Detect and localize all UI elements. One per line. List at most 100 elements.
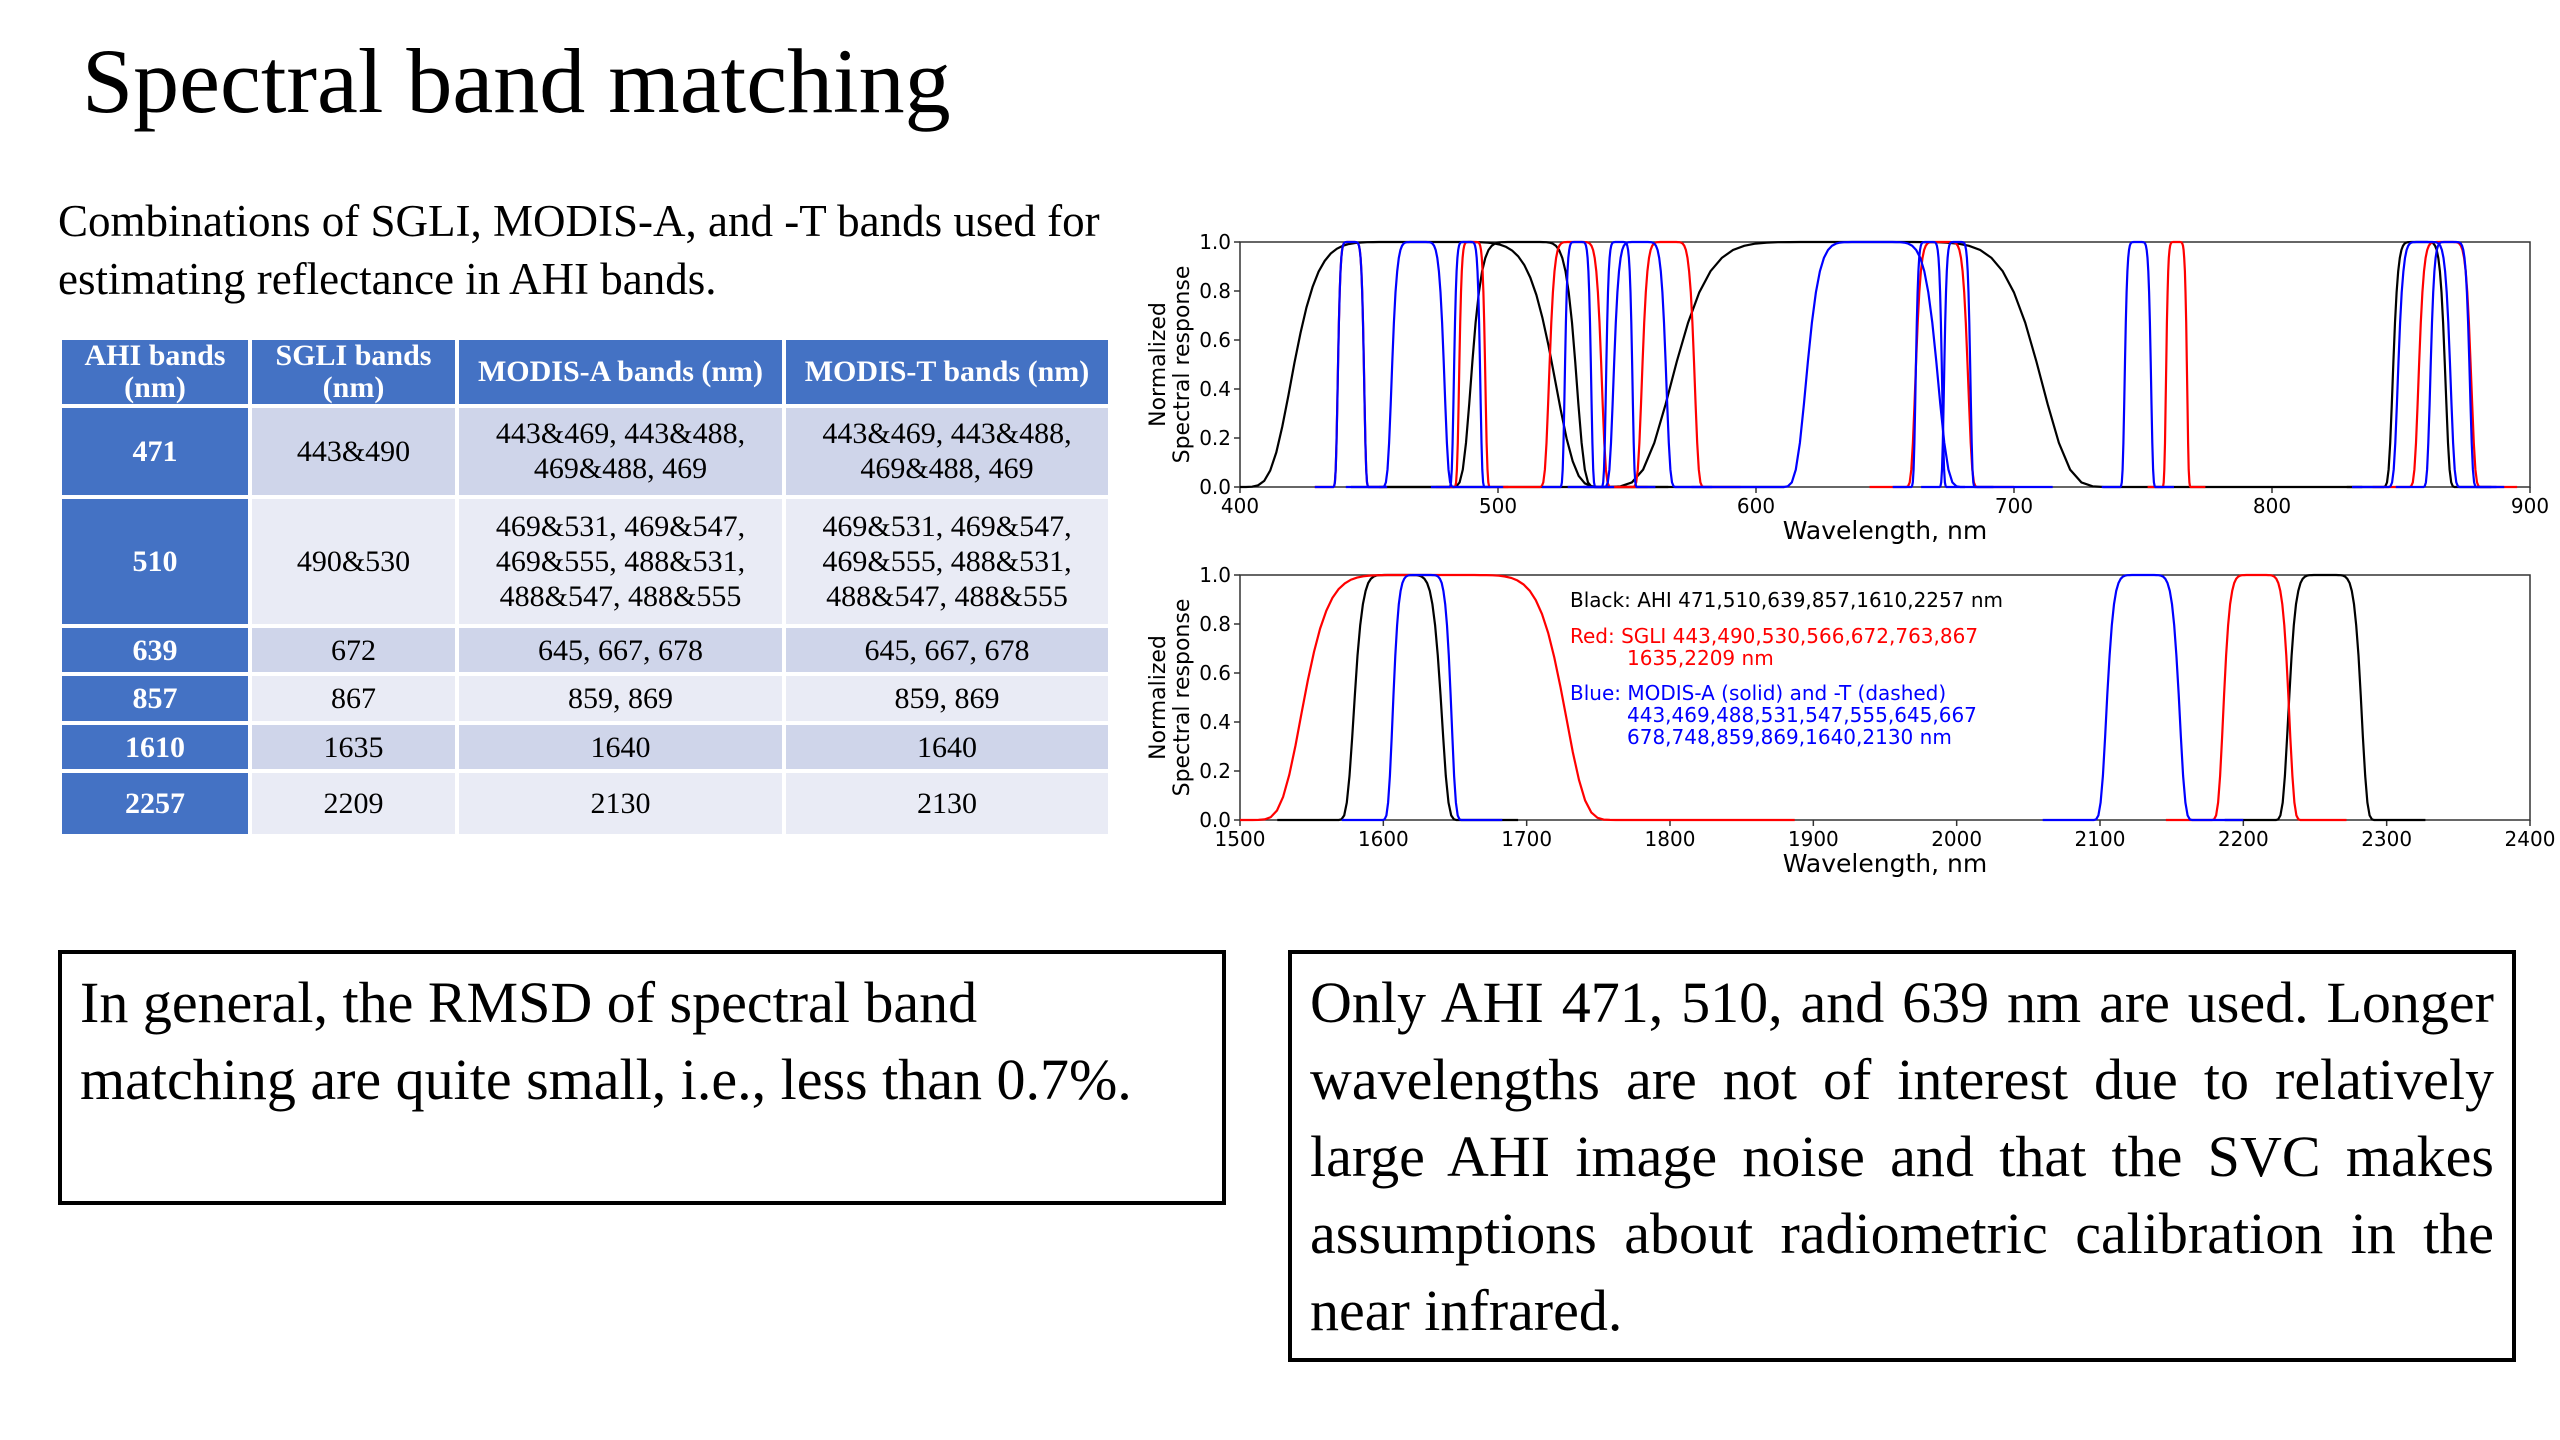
cell-ahi: 510 [58, 494, 252, 629]
band-usage-note-box: Only AHI 471, 510, and 639 nm are used. … [1288, 950, 2516, 1362]
legend-red-text: 1635,2209 nm [1627, 646, 1774, 670]
table-row: 510 490&530 469&531, 469&547, 469&555, 4… [58, 494, 1112, 629]
y-tick-label: 0.8 [1199, 612, 1231, 636]
response-curve [1567, 240, 1713, 489]
x-axis-label: Wavelength, nm [1783, 849, 1987, 878]
response-curve [1691, 240, 2053, 489]
legend-blue-text: 678,748,859,869,1640,2130 nm [1627, 725, 1952, 749]
y-axis-label-line2: Spectral response [1170, 599, 1195, 797]
chart-swir: 1500 1600 1700 1800 1900 2000 2100 2200 2300 2400… [1135, 555, 2555, 895]
y-tick-label: 1.0 [1199, 563, 1231, 587]
cell-sgli: 867 [248, 672, 459, 725]
table-row: 471 443&490 443&469, 443&488, 469&488, 4… [58, 404, 1112, 499]
cell-modis-a: 2130 [455, 769, 786, 838]
x-tick-label: 500 [1479, 494, 1517, 518]
response-curve [1314, 240, 1388, 489]
legend-black-text: Black: AHI 471,510,639,857,1610,2257 nm [1570, 588, 2003, 612]
table-caption: Combinations of SGLI, MODIS-A, and -T ba… [58, 196, 1100, 304]
cell-ahi: 857 [58, 672, 252, 725]
y-axis-label-line2: Spectral response [1170, 266, 1195, 464]
page-title: Spectral band matching [82, 30, 951, 132]
response-curve [2395, 240, 2505, 489]
response-curve [1240, 573, 1795, 822]
plot-frame [1239, 574, 2531, 821]
cell-ahi: 1610 [58, 720, 252, 774]
y-axis-label-line1: Normalized [1146, 302, 1171, 427]
header-sgli: SGLI bands (nm) [248, 336, 459, 408]
header-modis-a: MODIS-A bands (nm) [455, 336, 786, 408]
table-row: 857 867 859, 869 859, 869 [58, 672, 1112, 725]
x-tick-label: 400 [1221, 494, 1259, 518]
cell-modis-t: 469&531, 469&547, 469&555, 488&531, 488&… [782, 494, 1112, 629]
table-header-row: AHI bands (nm) SGLI bands (nm) MODIS-A b… [58, 336, 1112, 408]
x-tick-label: 700 [1995, 494, 2033, 518]
response-curve [1379, 240, 1669, 489]
plot-frame [1239, 241, 2531, 488]
y-tick-label: 1.0 [1199, 230, 1231, 254]
y-tick-label: 0.0 [1199, 475, 1231, 499]
cell-modis-t: 443&469, 443&488, 469&488, 469 [782, 404, 1112, 499]
cell-ahi: 471 [58, 404, 252, 499]
y-tick-label: 0.4 [1199, 710, 1231, 734]
cell-sgli: 1635 [248, 720, 459, 774]
cell-modis-a: 859, 869 [455, 672, 786, 725]
response-curve [2165, 573, 2347, 822]
chart-visible-nir: 400 500 600 700 800 900 0.0 0.2 0.4 0.6 0.8 1.0 Wave… [1135, 222, 2555, 562]
x-tick-label: 2200 [2218, 827, 2269, 851]
y-tick-label: 0.2 [1199, 759, 1231, 783]
response-curve [1341, 573, 1503, 822]
x-tick-label: 1500 [1215, 827, 1266, 851]
legend-blue-text: Blue: MODIS-A (solid) and -T (dashed) [1570, 681, 1946, 705]
x-tick-label: 800 [2253, 494, 2291, 518]
x-tick-label: 2100 [2075, 827, 2126, 851]
cell-modis-a: 443&469, 443&488, 469&488, 469 [455, 404, 786, 499]
response-curve [1430, 240, 1504, 489]
x-tick-label: 1900 [1788, 827, 1839, 851]
header-modis-t: MODIS-T bands (nm) [782, 336, 1112, 408]
x-tick-label: 900 [2511, 494, 2549, 518]
response-curve [1892, 240, 1965, 489]
response-curve [2147, 240, 2206, 489]
x-tick-label: 1600 [1358, 827, 1409, 851]
y-tick-label: 0.6 [1199, 328, 1231, 352]
cell-modis-a: 1640 [455, 720, 786, 774]
legend-blue-text: 443,469,488,531,547,555,645,667 [1627, 703, 1977, 727]
chart-visible-nir-svg: 400 500 600 700 800 900 0.0 0.2 0.4 0.6 0.8 1.0 Wave… [1146, 230, 2549, 545]
x-tick-label: 600 [1737, 494, 1775, 518]
legend-red-text: Red: SGLI 443,490,530,566,672,763,867 [1570, 624, 1978, 648]
response-curve [2101, 240, 2174, 489]
band-combination-table: AHI bands (nm) SGLI bands (nm) MODIS-A b… [58, 336, 1112, 838]
cell-sgli: 443&490 [248, 404, 459, 499]
response-curve [2352, 240, 2497, 489]
x-axis-label: Wavelength, nm [1783, 516, 1987, 545]
cell-modis-t: 2130 [782, 769, 1112, 838]
y-tick-label: 0.4 [1199, 377, 1231, 401]
header-ahi: AHI bands (nm) [58, 336, 252, 408]
cell-modis-a: 469&531, 469&547, 469&555, 488&531, 488&… [455, 494, 786, 629]
response-curve [1240, 240, 1785, 489]
table-row: 1610 1635 1640 1640 [58, 720, 1112, 774]
x-tick-label: 1700 [1501, 827, 1552, 851]
cell-sgli: 490&530 [248, 494, 459, 629]
response-curve [1921, 240, 1994, 489]
x-tick-label: 2000 [1931, 827, 1982, 851]
y-tick-label: 0.8 [1199, 279, 1231, 303]
x-tick-label: 2300 [2361, 827, 2412, 851]
cell-ahi: 639 [58, 624, 252, 677]
response-curve [1314, 240, 1388, 489]
response-curve [1345, 240, 1491, 489]
cell-modis-t: 859, 869 [782, 672, 1112, 725]
x-tick-label: 1800 [1645, 827, 1696, 851]
y-tick-label: 0.0 [1199, 808, 1231, 832]
response-curve [2042, 573, 2244, 822]
cell-modis-a: 645, 667, 678 [455, 624, 786, 677]
rmsd-note-box: In general, the RMSD of spectral band ma… [58, 950, 1226, 1205]
response-curve [1350, 240, 2363, 489]
chart-swir-svg: 1500 1600 1700 1800 1900 2000 2100 2200 2300 2400… [1146, 563, 2555, 878]
y-tick-label: 0.2 [1199, 426, 1231, 450]
cell-sgli: 2209 [248, 769, 459, 838]
cell-sgli: 672 [248, 624, 459, 677]
table-row: 639 672 645, 667, 678 645, 667, 678 [58, 624, 1112, 677]
y-tick-label: 0.6 [1199, 661, 1231, 685]
cell-modis-t: 645, 667, 678 [782, 624, 1112, 677]
